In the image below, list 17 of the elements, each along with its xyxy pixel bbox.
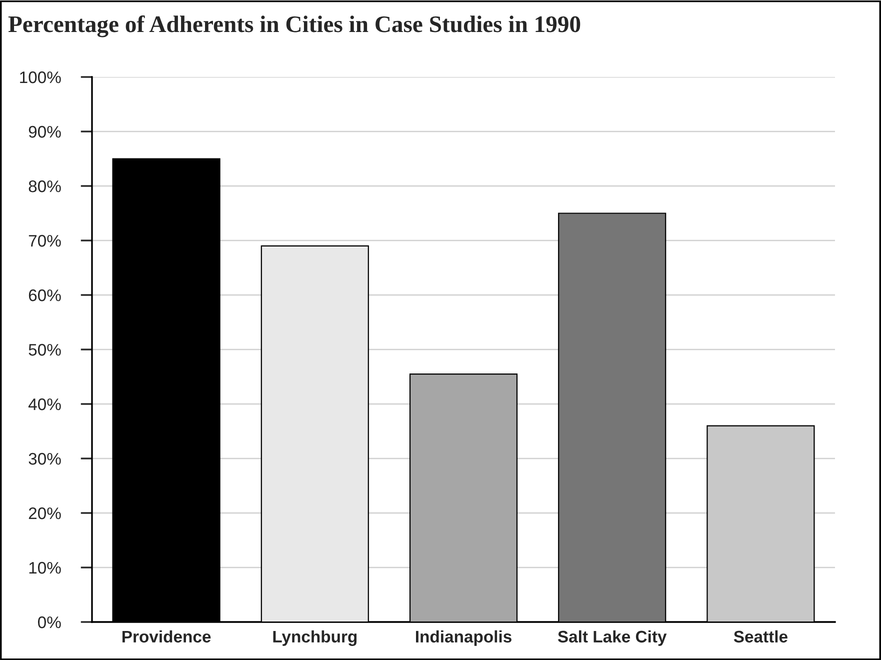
x-tick-label: Indianapolis: [416, 630, 512, 646]
y-tick-label: 100%: [20, 71, 61, 84]
y-tick-label: 30%: [28, 452, 61, 465]
chart-title: Percentage of Adherents in Cities in Case Studies in 1990: [8, 15, 580, 38]
y-tick-label: 40%: [28, 398, 61, 410]
y-tick-label: 70%: [28, 234, 61, 247]
y-tick-label: 90%: [28, 126, 61, 138]
x-tick-label: Salt Lake City: [558, 630, 667, 646]
y-tick-label: 20%: [28, 507, 61, 520]
y-tick-label: 60%: [28, 289, 61, 302]
y-tick-label: 10%: [29, 562, 61, 574]
x-tick-label: Seattle: [734, 630, 788, 643]
y-tick-label: 0%: [38, 616, 61, 628]
x-tick-label: Lynchburg: [273, 630, 357, 646]
x-tick-label: Providence: [122, 630, 211, 643]
y-tick-label: 80%: [28, 180, 61, 192]
y-tick-label: 50%: [28, 344, 61, 356]
